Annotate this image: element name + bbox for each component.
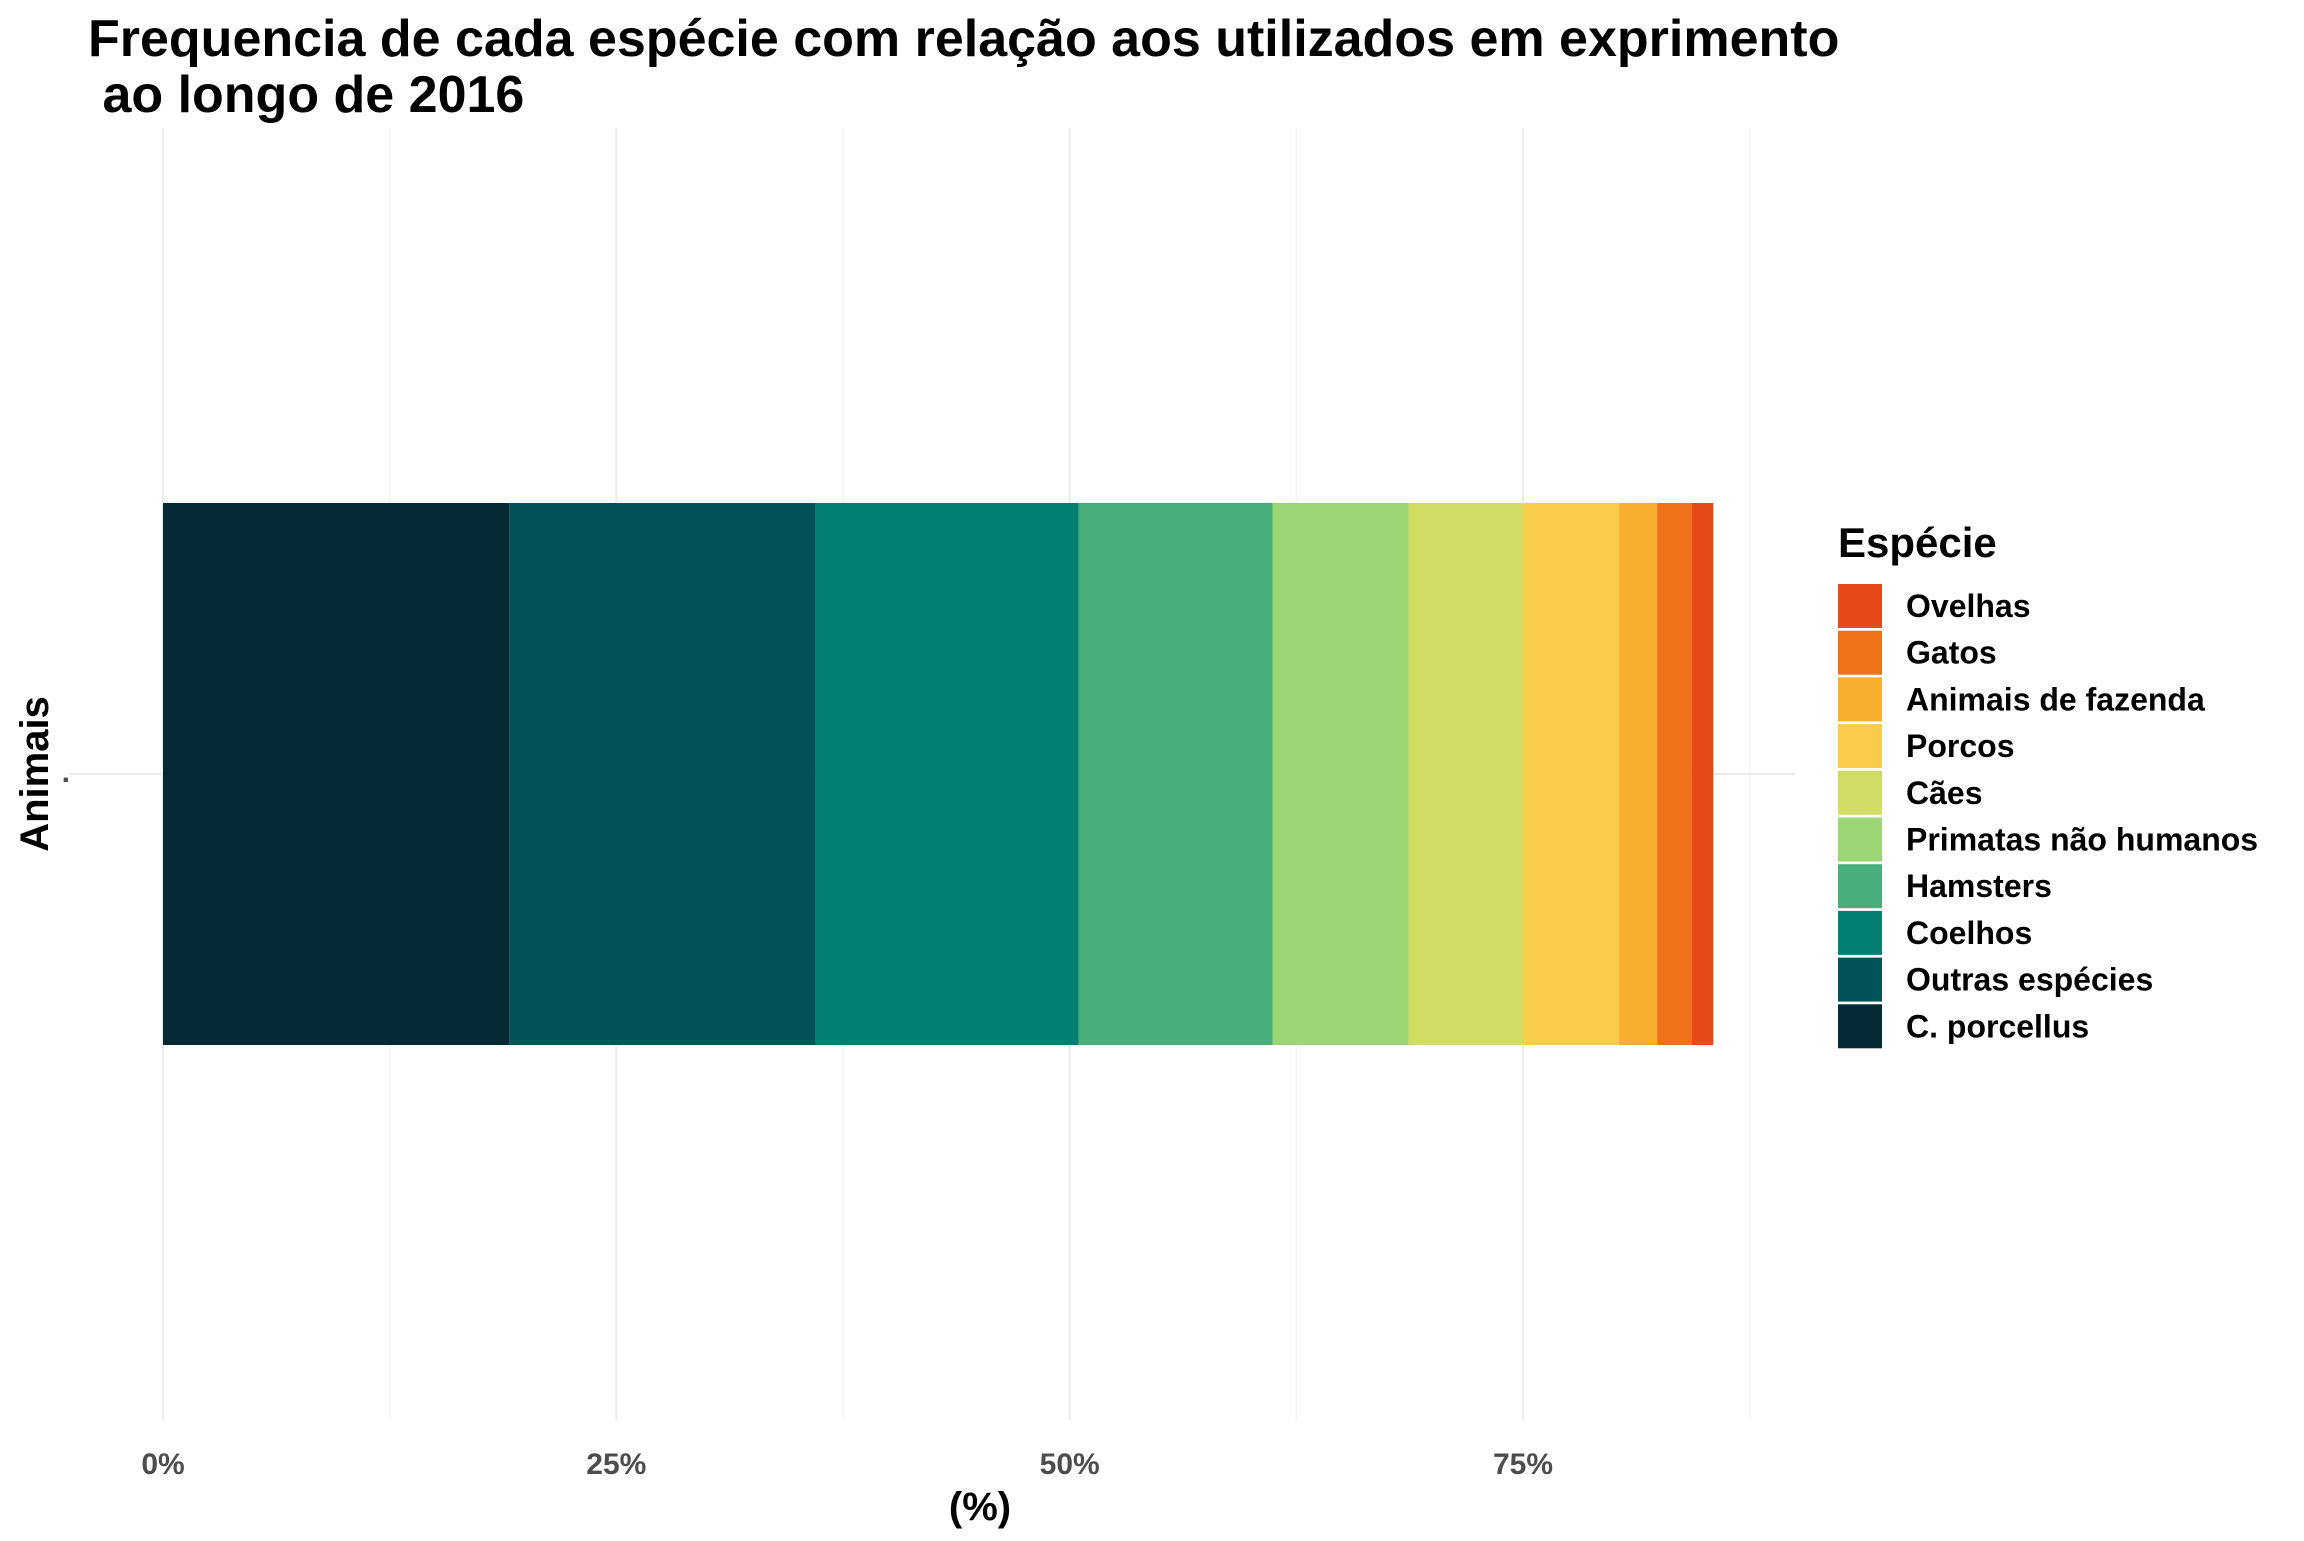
legend-label: Porcos	[1906, 728, 2014, 764]
bar-segment	[1619, 503, 1658, 1045]
legend-label: C. porcellus	[1906, 1008, 2089, 1044]
bar-segment	[1523, 503, 1620, 1045]
legend-label: Primatas não humanos	[1906, 822, 2258, 858]
x-tick-label: 0%	[141, 1448, 184, 1481]
bar-segment	[163, 503, 510, 1045]
legend-item: Porcos	[1838, 724, 2014, 769]
chart-title: Frequencia de cada espécie com relação a…	[88, 10, 1839, 124]
legend-label: Coelhos	[1906, 915, 2032, 951]
legend-item: Hamsters	[1838, 864, 2052, 909]
legend-swatch	[1838, 1004, 1882, 1049]
bar-segment	[509, 503, 816, 1045]
chart-title-line-2: ao longo de 2016	[88, 66, 524, 124]
x-axis-ticks: 0% 25% 50% 75%	[141, 1448, 1553, 1481]
legend-items: Ovelhas Gatos Animais de fazenda Porcos Cães…	[1838, 584, 2258, 1049]
legend-label: Gatos	[1906, 635, 1997, 671]
legend-swatch	[1838, 584, 1882, 628]
legend-swatch	[1838, 724, 1882, 769]
legend-label: Cães	[1906, 775, 1983, 811]
legend-swatch	[1838, 677, 1882, 722]
legend-swatch	[1838, 817, 1882, 862]
legend-swatch	[1838, 864, 1882, 909]
bar-segment	[1408, 503, 1523, 1045]
legend-title: Espécie	[1838, 519, 1997, 566]
x-tick-label: 50%	[1040, 1448, 1100, 1481]
legend-swatch	[1838, 770, 1882, 815]
y-tick-label: .	[62, 756, 70, 789]
x-tick-label: 25%	[586, 1448, 646, 1481]
legend: Espécie Ovelhas Gatos Animais de fazenda Po…	[1838, 519, 2258, 1049]
x-axis-title: (%)	[949, 1485, 1011, 1529]
bar-segment	[1272, 503, 1409, 1045]
legend-item: C. porcellus	[1838, 1004, 2089, 1049]
legend-item: Primatas não humanos	[1838, 817, 2258, 862]
legend-label: Outras espécies	[1906, 962, 2153, 998]
chart-title-line-1: Frequencia de cada espécie com relação a…	[88, 10, 1839, 68]
x-tick-label: 75%	[1493, 1448, 1553, 1481]
legend-label: Ovelhas	[1906, 588, 2031, 624]
y-axis-title: Animais	[13, 696, 57, 852]
bar-segment	[1657, 503, 1692, 1045]
legend-swatch	[1838, 957, 1882, 1002]
legend-item: Animais de fazenda	[1838, 677, 2205, 722]
bar-segment	[1691, 503, 1714, 1045]
legend-item: Outras espécies	[1838, 957, 2153, 1002]
legend-item: Ovelhas	[1838, 584, 2031, 628]
legend-item: Gatos	[1838, 630, 1997, 675]
legend-item: Coelhos	[1838, 910, 2032, 955]
legend-item: Cães	[1838, 770, 1983, 815]
legend-swatch	[1838, 910, 1882, 955]
bars	[163, 503, 1714, 1045]
legend-label: Animais de fazenda	[1906, 681, 2205, 717]
legend-swatch	[1838, 630, 1882, 675]
bar-segment	[1078, 503, 1273, 1045]
legend-label: Hamsters	[1906, 868, 2052, 904]
y-axis-ticks: .	[62, 756, 70, 789]
bar-segment	[815, 503, 1079, 1045]
